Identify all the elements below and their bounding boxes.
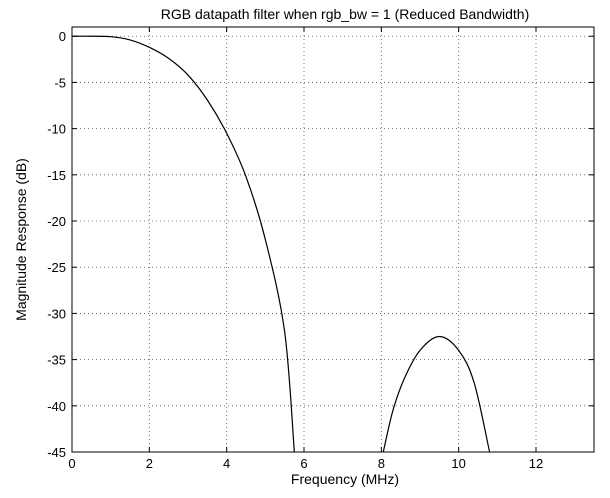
x-tick-label: 12 [529, 456, 543, 471]
y-tick-label: 0 [59, 29, 66, 44]
curve-group [71, 35, 491, 453]
y-axis-label: Magnitude Response (dB) [13, 158, 29, 321]
x-tick-label: 10 [451, 456, 465, 471]
y-tick-label: -10 [47, 122, 66, 137]
y-tick-label: -15 [47, 168, 66, 183]
response-curve-segment [382, 335, 491, 453]
grid [72, 27, 594, 452]
y-tick-label: -45 [47, 445, 66, 460]
y-tick-label: -20 [47, 214, 66, 229]
x-tick-label: 6 [300, 456, 307, 471]
x-axis-label: Frequency (MHz) [291, 471, 399, 487]
y-tick-label: -35 [47, 353, 66, 368]
x-tick-label: 2 [146, 456, 153, 471]
x-tick-label: 8 [378, 456, 385, 471]
chart-title: RGB datapath filter when rgb_bw = 1 (Red… [161, 6, 530, 22]
ticks: 0 2 4 6 8 10 12 0 -5 -10 -15 -20 -25 -30 -35 -40 -45 [47, 27, 594, 471]
y-tick-label: -25 [47, 260, 66, 275]
plot-frame [71, 26, 595, 453]
x-tick-label: 0 [68, 456, 75, 471]
response-curve-segment [71, 35, 295, 453]
y-tick-label: -40 [47, 399, 66, 414]
y-tick-label: -30 [47, 306, 66, 321]
x-tick-label: 4 [223, 456, 230, 471]
y-tick-label: -5 [54, 75, 66, 90]
